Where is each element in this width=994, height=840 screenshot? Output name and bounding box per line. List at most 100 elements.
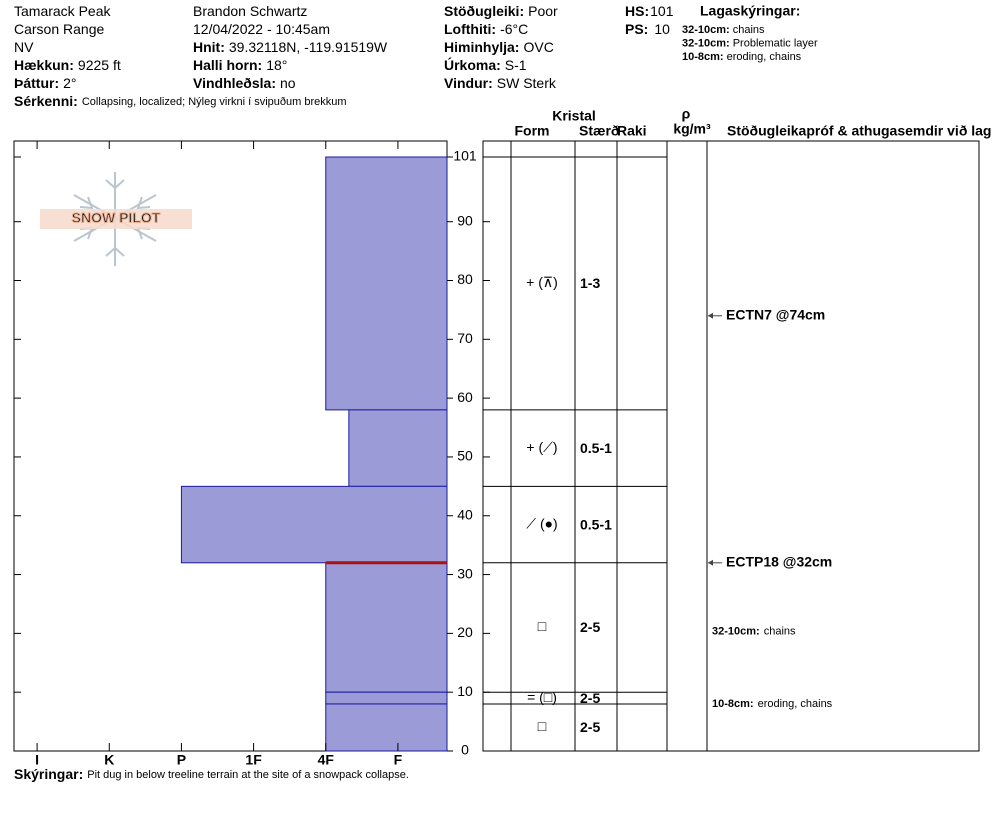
field: Úrkoma: S-1 xyxy=(444,56,527,73)
field-label: Þáttur: xyxy=(14,75,59,91)
y-tick-label: 60 xyxy=(457,389,473,405)
field-label: Úrkoma: xyxy=(444,56,501,73)
layer-table-frame xyxy=(482,140,980,752)
col-header: ρ xyxy=(682,106,691,122)
col-header: Raki xyxy=(617,123,647,139)
field: 10-8cm: eroding, chains xyxy=(682,51,802,63)
y-tick-label: 70 xyxy=(457,330,473,346)
field: Hnit: 39.32118N, -119.91519W xyxy=(193,39,388,55)
comment-range: 32-10cm: xyxy=(712,625,760,637)
y-tick-label: 10 xyxy=(457,683,473,699)
field: HS:101 xyxy=(625,3,674,19)
field-label: HS: xyxy=(625,3,649,19)
field: Himinhylja: OVC xyxy=(444,39,554,55)
x-tick-label: P xyxy=(177,752,186,768)
field-value: 12/04/2022 - 10:45am xyxy=(193,21,330,37)
layer-comment: 10-8cm: eroding, chains xyxy=(712,698,833,710)
hardness-bar xyxy=(348,409,448,487)
field-label: Himinhylja: xyxy=(444,39,519,55)
field: Stöðugleiki: Poor xyxy=(444,3,558,19)
field: Lofthiti: -6°C xyxy=(444,21,528,37)
field-value: 10 xyxy=(654,21,670,37)
table-columns xyxy=(510,141,708,751)
grain-size: 2-5 xyxy=(580,690,600,706)
x-tick-label: I xyxy=(35,752,39,768)
hardness-bar xyxy=(325,156,448,411)
field: Halli horn: 18° xyxy=(193,57,287,73)
field-label: Vindur: xyxy=(444,75,493,91)
col-header: Stærð xyxy=(579,123,619,139)
comment-text: chains xyxy=(764,625,796,637)
hardness-bar xyxy=(325,703,448,752)
field-value: NV xyxy=(14,39,34,55)
grain-size: 1-3 xyxy=(580,275,600,291)
y-tick-label: 80 xyxy=(457,271,473,287)
field-value: Tamarack Peak xyxy=(14,3,111,19)
field: 32-10cm: chains xyxy=(682,24,765,36)
hardness-bar xyxy=(180,485,448,564)
field-value: -6°C xyxy=(500,21,528,37)
field-label: Hnit: xyxy=(193,39,225,55)
y-tick-label: 50 xyxy=(457,448,473,464)
x-tick-label: 1F xyxy=(245,752,262,768)
layer-comment: 32-10cm: chains xyxy=(712,625,796,637)
field-value: OVC xyxy=(523,39,553,55)
logo-text: SNOW PILOT xyxy=(72,210,161,226)
field: Þáttur: 2° xyxy=(14,75,77,91)
y-tick-label: 90 xyxy=(457,212,473,228)
test-label: ECTN7 @74cm xyxy=(726,306,825,322)
y-tick-label: 0 xyxy=(461,742,469,758)
field: Carson Range xyxy=(14,21,104,37)
field: Brandon Schwartz xyxy=(193,3,307,19)
grain-form: = (□) xyxy=(527,689,557,705)
grain-form: □ xyxy=(538,618,547,634)
field: Sérkenni: Collapsing, localized; Nýleg vi… xyxy=(14,93,347,109)
field: NV xyxy=(14,39,34,55)
field-label: 32-10cm: xyxy=(682,37,730,49)
legend-title: Lagaskýringar: xyxy=(700,3,800,19)
comment-text: eroding, chains xyxy=(758,698,833,710)
x-tick-label: K xyxy=(104,752,114,768)
field-label: 10-8cm: xyxy=(682,51,724,63)
field: PS: 10 xyxy=(625,21,670,37)
y-tick-label: 20 xyxy=(457,624,473,640)
grain-size: 2-5 xyxy=(580,719,600,735)
field-label: Vindhleðsla: xyxy=(193,75,276,91)
grain-form: + (⊼) xyxy=(526,274,558,290)
field-value: Carson Range xyxy=(14,21,104,37)
field: Hækkun: 9225 ft xyxy=(14,57,121,73)
field-label: Lofthiti: xyxy=(444,21,496,37)
field-value: chains xyxy=(733,24,765,36)
col-header: Stöðugleikapróf & athugasemdir við lag xyxy=(727,123,991,139)
test-arrowhead xyxy=(708,559,713,566)
y-tick-label: 40 xyxy=(457,506,473,522)
grain-form: ⟋ (●) xyxy=(526,515,557,531)
grain-form: + (⟋) xyxy=(526,439,557,455)
grain-size: 0.5-1 xyxy=(580,516,612,532)
field: Vindur: SW Sterk xyxy=(444,75,557,91)
field-value: eroding, chains xyxy=(727,51,802,63)
field-label: Skýringar: xyxy=(14,766,83,782)
field-label: Hækkun: xyxy=(14,57,74,73)
field: 12/04/2022 - 10:45am xyxy=(193,21,330,37)
field-value: 18° xyxy=(266,57,287,73)
x-tick-label: 4F xyxy=(318,752,335,768)
y-tick-label: 101 xyxy=(453,148,477,164)
col-header: Kristal xyxy=(552,108,596,124)
field-value: no xyxy=(280,75,296,91)
field-value: 101 xyxy=(650,3,674,19)
grain-size: 0.5-1 xyxy=(580,440,612,456)
field-value: 9225 ft xyxy=(78,57,121,73)
field-value: 2° xyxy=(63,75,76,91)
col-header: kg/m³ xyxy=(673,121,711,137)
field-value: Problematic layer xyxy=(733,37,818,49)
test-arrowhead xyxy=(708,312,713,319)
col-header: Form xyxy=(515,123,550,139)
field-value: Collapsing, localized; Nýleg virkni í sv… xyxy=(82,96,347,108)
field: 32-10cm: Problematic layer xyxy=(682,37,818,49)
hardness-bar xyxy=(325,691,448,705)
field-label: Sérkenni: xyxy=(14,93,78,109)
field: Tamarack Peak xyxy=(14,3,111,19)
